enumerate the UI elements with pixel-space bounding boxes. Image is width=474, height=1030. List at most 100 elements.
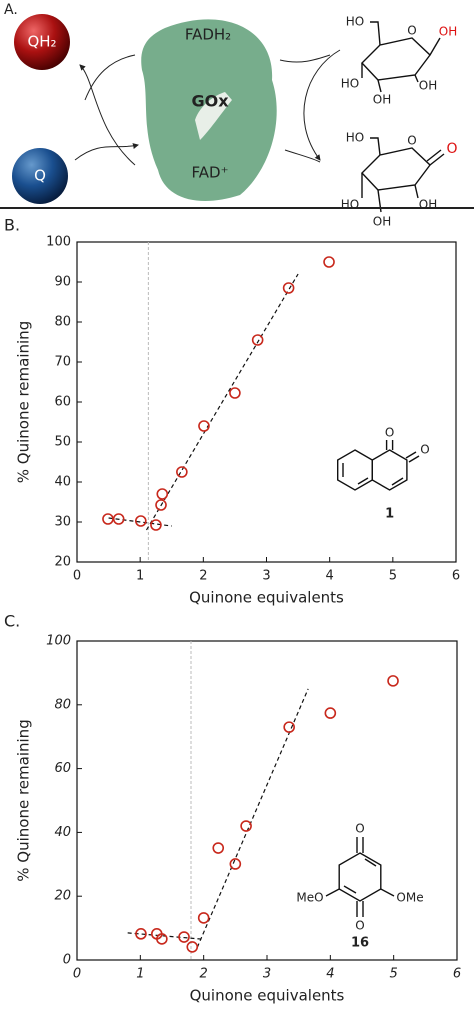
bond (343, 885, 357, 894)
bond (391, 477, 404, 486)
fit-line (196, 688, 309, 948)
x-tick-label: 0 (73, 967, 81, 982)
y-tick-label: 30 (54, 515, 71, 530)
arrow (303, 49, 341, 161)
atom-label: HO (341, 198, 359, 212)
data-point (229, 387, 241, 399)
ring (338, 852, 382, 902)
data-point (387, 675, 399, 687)
y-tick-label: 90 (54, 275, 71, 290)
ring (371, 449, 408, 491)
plot-frame (76, 640, 458, 961)
data-point (229, 858, 242, 870)
x-tick-label: 5 (390, 967, 398, 982)
chart: B. 0 1 2 3 4 5 6 20 30 40 50 60 70 80 90 100 Quinone equi… (4, 216, 460, 607)
atom-label: OH (419, 198, 437, 212)
y-tick-label: 0 (63, 953, 71, 968)
y-axis-title: % Quinone remaining (15, 321, 33, 483)
y-tick-label: 80 (54, 697, 71, 712)
ring (361, 37, 431, 81)
bond (370, 21, 381, 46)
fit-line (145, 273, 299, 531)
x-tick-label: 2 (200, 967, 208, 982)
x-tick-label: 1 (136, 967, 144, 982)
y-tick-label: 60 (54, 761, 71, 776)
data-point (240, 820, 252, 832)
data-point (134, 515, 147, 527)
y-tick-label: 60 (54, 395, 71, 410)
bond (426, 149, 442, 162)
bond (377, 79, 382, 93)
atom-label: O (407, 134, 416, 148)
atom-label: O (407, 24, 416, 38)
panel-label: B. (4, 216, 20, 235)
gluconolactone: HO O O HO OH OH (341, 131, 458, 229)
bond (414, 184, 419, 199)
atom-label: OMe (396, 891, 423, 905)
data-point (198, 420, 210, 432)
bond (408, 455, 420, 463)
x-tick-label: 1 (136, 569, 144, 584)
x-tick-label: 0 (73, 569, 81, 584)
data-point (197, 912, 210, 924)
structure-16: O O MeO OMe 16 (296, 822, 423, 951)
x-tick-label: 2 (199, 569, 207, 584)
data-point (135, 928, 147, 940)
y-tick-label: 100 (46, 634, 71, 649)
atom-label: O (355, 822, 364, 836)
atom-label: O (355, 919, 364, 933)
arrow (74, 143, 139, 161)
data-point (283, 721, 295, 733)
data-point (156, 488, 169, 500)
plot-frame (76, 241, 457, 563)
atom-label: OH (373, 215, 391, 229)
atom-label: O (385, 426, 394, 440)
x-tick-label: 4 (326, 967, 334, 982)
bond (325, 888, 340, 897)
atom-label: O (446, 141, 457, 157)
y-tick-label: 50 (54, 435, 71, 450)
x-tick-label: 5 (389, 569, 397, 584)
data-point (178, 931, 190, 943)
atom-label: HO (341, 77, 359, 91)
reduced-quinone-sphere (14, 14, 70, 70)
x-tick-label: 3 (262, 569, 270, 584)
y-tick-label: 80 (54, 315, 71, 330)
ring (361, 147, 431, 191)
atom-label: HO (346, 131, 364, 145)
y-tick-label: 100 (46, 235, 71, 250)
atom-label: MeO (296, 891, 323, 905)
data-point (102, 513, 114, 525)
atom-label: HO (346, 15, 364, 29)
y-tick-label: 70 (54, 355, 71, 370)
x-axis-title: Quinone equivalents (190, 987, 345, 1005)
data-point (186, 941, 199, 953)
arrow (284, 149, 321, 163)
x-tick-label: 3 (263, 967, 271, 982)
y-axis-title: % Quinone remaining (15, 719, 33, 881)
compound-label: 16 (351, 936, 369, 951)
data-point (282, 282, 295, 294)
data-point (251, 334, 264, 346)
gox-label: GOx (191, 92, 229, 111)
glucose: HO O OH HO OH OH (341, 15, 457, 107)
quinone-sphere (12, 148, 68, 204)
bond (414, 74, 419, 83)
fad-label: FAD⁺ (192, 164, 229, 182)
data-point (156, 933, 168, 945)
y-tick-label: 40 (54, 825, 71, 840)
data-point (176, 466, 188, 478)
qh2-label: QH₂ (27, 33, 56, 51)
x-tick-label: 4 (326, 569, 334, 584)
bond (357, 477, 369, 485)
arrow (84, 54, 136, 101)
bond (429, 37, 441, 56)
atom-label: O (420, 443, 429, 457)
atom-label: OH (419, 79, 437, 93)
data-point (155, 499, 167, 511)
data-point (212, 842, 225, 854)
data-point (112, 513, 125, 525)
panel-a: A. QH₂ Q FADH₂ GOx FAD⁺ HO O OH HO OH OH (0, 2, 474, 229)
